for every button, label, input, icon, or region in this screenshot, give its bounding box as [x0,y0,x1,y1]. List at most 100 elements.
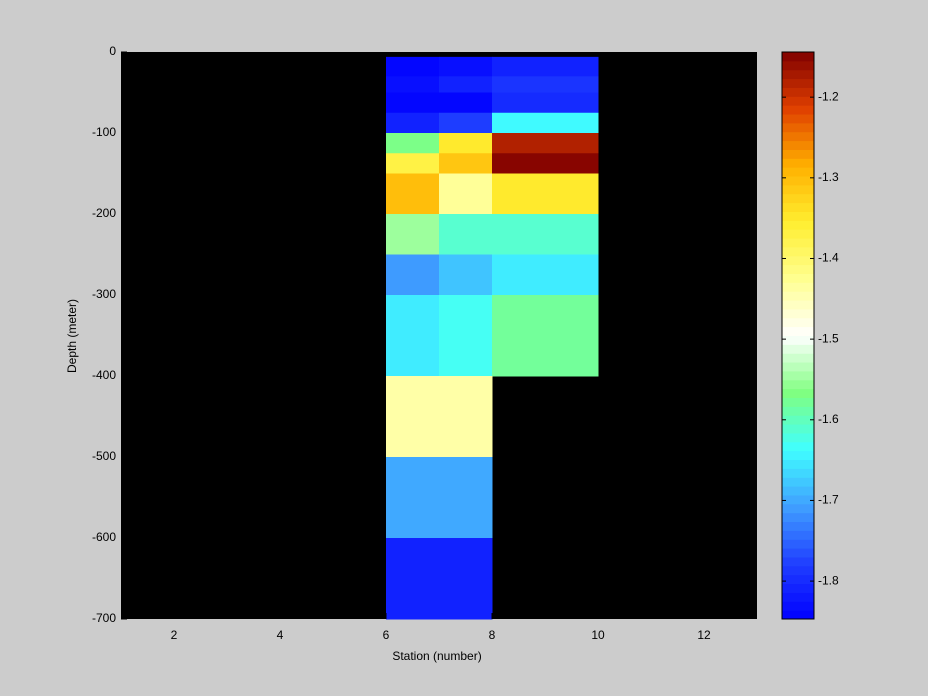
colorbar-band [782,300,814,310]
y-tick-label: -700 [92,611,116,625]
colorbar-tick-label: -1.6 [818,412,839,426]
heatmap-cell [386,76,440,93]
x-tick-label: 8 [489,628,496,642]
colorbar-band [782,574,814,585]
heatmap-cell [439,76,493,93]
colorbar-band [782,379,814,390]
colorbar-band [782,229,814,239]
colorbar-band [782,424,814,434]
colorbar-tick-label: -1.5 [818,331,839,345]
colorbar-band [782,610,814,620]
y-tick-label: -600 [92,530,116,544]
colorbar-band [782,362,814,372]
heatmap-cell [439,214,493,255]
colorbar-band [782,494,814,505]
heatmap-cell [439,153,493,174]
colorbar-band [782,548,814,558]
colorbar-band [782,601,814,611]
colorbar-band [782,406,814,416]
colorbar-band [782,176,814,186]
colorbar-band [782,308,814,319]
y-tick-label: -400 [92,368,116,382]
colorbar-tick-label: -1.2 [818,89,839,103]
heatmap-cell [386,92,440,114]
colorbar-tick-label: -1.7 [818,493,839,507]
colorbar-band [782,388,814,399]
heatmap-cell [492,56,599,77]
colorbar-band [782,450,814,461]
x-tick-label: 10 [591,628,605,642]
colorbar-band [782,503,814,514]
y-tick-label: -200 [92,206,116,220]
colorbar-band [782,397,814,407]
colorbar-band [782,273,814,283]
heatmap-cell [492,92,599,114]
colorbar-band [782,530,814,540]
colorbar-band [782,539,814,549]
heatmap-cell [386,173,440,215]
x-tick-label: 12 [697,628,711,642]
heatmap-cell [439,295,493,377]
colorbar-band [782,486,814,496]
colorbar-band [782,184,814,195]
heatmap-cell [439,133,493,154]
colorbar-band [782,78,814,88]
colorbar-band [782,264,814,274]
colorbar-tick-label: -1.4 [818,251,839,265]
colorbar-band [782,114,814,124]
colorbar-band [782,211,814,221]
colorbar-band [782,122,814,133]
colorbar-band [782,326,814,336]
heatmap-cell [492,295,599,377]
heatmap-cell [386,457,440,539]
colorbar-tick-label: -1.8 [818,573,839,587]
colorbar-band [782,441,814,452]
heatmap-cell [386,538,440,620]
heatmap-cell [439,112,493,134]
colorbar-band [782,52,814,62]
colorbar-band [782,512,814,523]
heatmap-cell [386,112,440,134]
y-tick-label: 0 [109,44,116,58]
colorbar-band [782,432,814,443]
y-tick-label: -100 [92,125,116,139]
heatmap-cell [386,295,440,377]
heatmap-cell [439,56,493,77]
heatmap-cell [386,376,440,458]
colorbar-band [782,220,814,230]
colorbar-band [782,353,814,363]
colorbar-band [782,193,814,204]
colorbar-band [782,592,814,602]
colorbar-band [782,521,814,531]
y-tick-label: -300 [92,287,116,301]
colorbar-band [782,87,814,97]
heatmap-cell [492,214,599,255]
x-tick-label: 6 [383,628,390,642]
colorbar-band [782,255,814,266]
heatmap-cell [492,133,599,154]
colorbar-band [782,459,814,469]
heatmap-cell [492,254,599,296]
colorbar-band [782,291,814,301]
colorbar-band [782,105,814,115]
heatmap-cell [439,376,493,458]
heatmap-cell [439,173,493,215]
colorbar-band [782,149,814,159]
x-tick-label: 4 [277,628,284,642]
y-axis-label: Depth (meter) [65,299,79,373]
colorbar-band [782,583,814,593]
colorbar-frame [781,51,815,620]
colorbar-band [782,167,814,177]
heatmap-cell [492,112,599,134]
heatmap-cell [386,214,440,255]
colorbar-band [782,131,814,142]
colorbar-band [782,158,814,168]
x-axis-label: Station (number) [392,649,481,663]
heatmap-cell [386,56,440,77]
colorbar-band [782,96,814,106]
colorbar-band [782,415,814,425]
colorbar-band [782,556,814,567]
heatmap-cell [439,92,493,114]
colorbar-band [782,370,814,381]
